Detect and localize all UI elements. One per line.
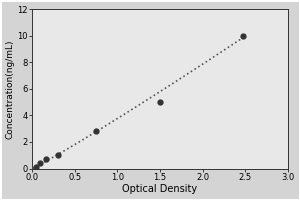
Point bbox=[158, 100, 162, 104]
X-axis label: Optical Density: Optical Density bbox=[122, 184, 197, 194]
Point bbox=[38, 162, 42, 165]
Point bbox=[56, 154, 60, 157]
Point bbox=[94, 130, 98, 133]
Y-axis label: Concentration(ng/mL): Concentration(ng/mL) bbox=[6, 39, 15, 139]
Point bbox=[43, 158, 48, 161]
Point bbox=[241, 34, 246, 37]
Point bbox=[34, 166, 38, 169]
